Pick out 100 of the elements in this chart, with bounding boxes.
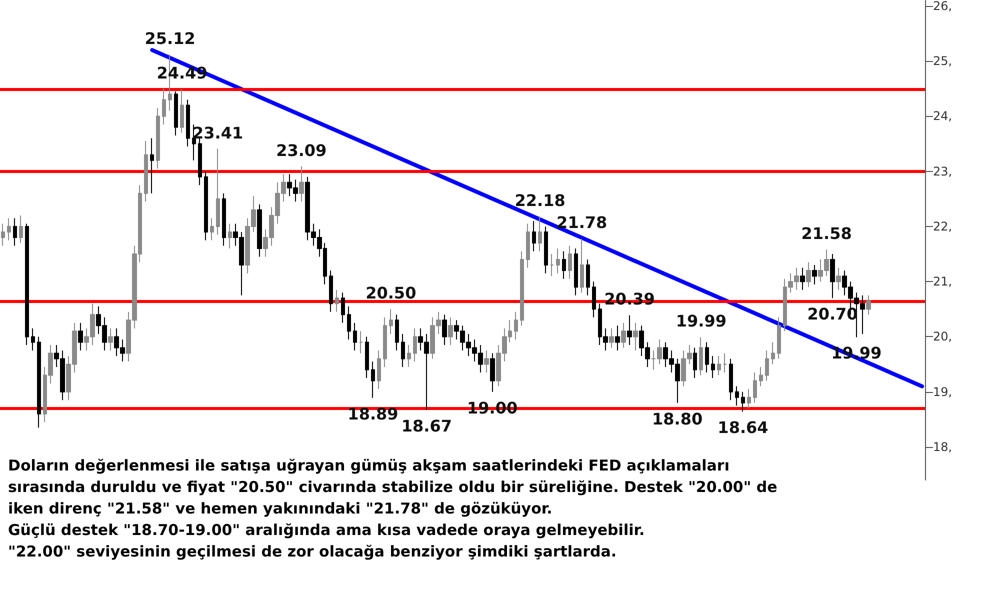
candlestick xyxy=(777,316,781,360)
candlestick xyxy=(13,218,17,246)
candlestick xyxy=(156,107,160,170)
annotation: 18.64 xyxy=(718,418,768,438)
candlestick xyxy=(586,259,590,296)
annotation: 18.89 xyxy=(348,404,398,424)
candlestick xyxy=(705,342,709,374)
candlestick xyxy=(568,245,572,280)
annotation: 23.09 xyxy=(276,140,327,160)
annotation: 21.78 xyxy=(556,213,608,232)
candlestick xyxy=(800,267,805,290)
candlestick xyxy=(490,352,495,392)
candlestick xyxy=(407,344,411,368)
candlestick xyxy=(210,218,214,241)
candlestick xyxy=(627,314,632,346)
candlestick xyxy=(836,267,841,290)
candlestick xyxy=(448,316,453,346)
candlestick xyxy=(1,223,5,246)
candlestick xyxy=(335,289,339,312)
candlestick xyxy=(371,361,375,398)
candlestick xyxy=(735,386,739,406)
candlestick xyxy=(538,216,542,252)
candlestick xyxy=(729,358,733,401)
y-tick-label: 24, xyxy=(933,109,952,124)
y-tick-label: 26, xyxy=(933,0,952,13)
candlestick xyxy=(383,316,387,368)
annotation: 18.80 xyxy=(652,409,703,428)
candlestick xyxy=(19,214,23,244)
y-tick-label: 25, xyxy=(933,54,952,68)
annotation: 21.58 xyxy=(801,224,852,244)
candlestick xyxy=(830,254,835,299)
candlestick xyxy=(747,388,751,409)
candlestick xyxy=(580,238,584,294)
candlestick xyxy=(609,328,614,348)
candlestick xyxy=(353,322,357,351)
candlestick xyxy=(723,352,727,374)
candlestick xyxy=(711,355,715,379)
y-tick-label: 18, xyxy=(933,440,952,454)
candlestick xyxy=(544,226,548,274)
candlestick xyxy=(359,330,363,354)
candlestick xyxy=(615,325,620,351)
y-tick-label: 20, xyxy=(933,330,952,344)
candlestick xyxy=(693,347,697,379)
candlestick xyxy=(562,250,566,280)
candlestick xyxy=(741,391,745,412)
candlestick xyxy=(257,204,262,258)
candlestick xyxy=(717,355,721,376)
candlestick xyxy=(365,336,369,379)
candlestick xyxy=(204,170,208,241)
y-tick-label: 22, xyxy=(933,219,952,234)
candlestick xyxy=(377,350,381,390)
candlestick xyxy=(395,314,399,351)
candlestick xyxy=(514,311,518,340)
candlestick xyxy=(550,254,554,277)
y-tick-label: 19, xyxy=(933,384,952,399)
candlestick xyxy=(699,336,703,376)
text: "22.00" seviyesinin geçilmesi de zor olacağa benziyor şimdiki şartlarda. xyxy=(8,542,617,560)
candlestick xyxy=(144,140,148,202)
candlestick xyxy=(222,192,226,246)
candlestick xyxy=(37,336,41,428)
candlestick xyxy=(341,292,345,324)
annotation: 24.49 xyxy=(156,64,208,83)
text: Güçlü destek "18.70-19.00" aralığında ama kısa vadede oraya gelmeyebilir. xyxy=(8,521,645,539)
candlestick xyxy=(31,328,35,351)
candlestick xyxy=(806,262,811,288)
candlestick xyxy=(389,308,393,334)
candlestick xyxy=(7,218,11,241)
candlestick xyxy=(753,372,757,404)
annotation: 19.99 xyxy=(676,312,727,331)
candlestick xyxy=(25,223,29,346)
candlestick xyxy=(592,281,596,318)
candlestick xyxy=(401,333,405,368)
candlestick xyxy=(520,250,524,326)
candlestick xyxy=(180,88,184,134)
candlestick xyxy=(299,166,304,202)
candlestick xyxy=(759,366,763,387)
candlestick xyxy=(484,350,489,374)
annotation: Doların değerlenmesi ile satışa uğrayan gümüş akşam saatlerindeki FED açıklamaları xyxy=(8,456,730,474)
candlestick xyxy=(150,138,154,194)
candlestick xyxy=(162,88,166,125)
candlestick xyxy=(329,270,333,312)
candlestick xyxy=(347,306,351,340)
candlestick xyxy=(78,322,83,351)
candlestick xyxy=(771,342,775,365)
annotation: 22.18 xyxy=(514,191,566,210)
candlestick xyxy=(812,264,817,285)
text: iken direnç "21.58" ve hemen yakınındaki "21.78" de gözüküyor. xyxy=(8,500,552,518)
y-tick-label: 23, xyxy=(933,164,952,178)
candlestick xyxy=(526,223,530,268)
candlestick xyxy=(866,294,871,316)
candlestick xyxy=(621,322,626,348)
candlestick xyxy=(633,322,638,351)
annotation: 18.67 xyxy=(401,416,452,436)
candlestick xyxy=(186,99,190,148)
candlestick xyxy=(556,248,560,274)
candlestick xyxy=(765,350,769,382)
candlestick xyxy=(216,148,220,236)
candlestick xyxy=(532,220,536,252)
y-tick-label: 21, xyxy=(933,274,952,289)
candlestick xyxy=(174,90,178,136)
